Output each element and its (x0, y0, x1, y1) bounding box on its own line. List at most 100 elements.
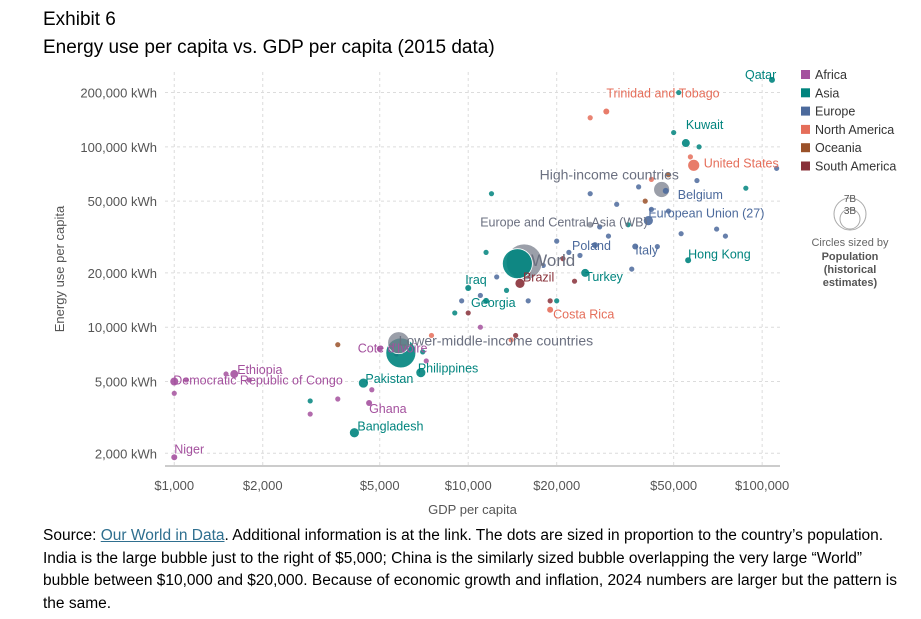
data-point (665, 172, 672, 178)
data-point (477, 324, 483, 330)
point-label: Ghana (369, 402, 407, 416)
size-key-caption: Circles sized by (811, 237, 889, 249)
x-tick-label: $20,000 (533, 478, 580, 493)
data-point (678, 231, 684, 237)
point-label: Democratic Republic of Congo (173, 373, 343, 387)
point-label: Trinidad and Tobago (606, 87, 719, 101)
data-point (587, 221, 594, 228)
point-label: High-income countries (540, 167, 679, 183)
data-point (230, 370, 239, 379)
size-key-caption-bold: (historical (824, 264, 877, 276)
point-label: Niger (174, 442, 204, 456)
data-point (554, 298, 560, 304)
data-point (415, 367, 427, 379)
data-point (387, 331, 411, 355)
data-point (632, 243, 639, 250)
data-point (183, 377, 190, 383)
data-point (642, 215, 654, 226)
legend-label: Africa (815, 68, 847, 82)
data-point (547, 298, 553, 304)
data-point (514, 277, 526, 289)
data-point (685, 257, 692, 264)
legend-swatch (801, 70, 810, 79)
point-label: Pakistan (365, 372, 413, 386)
point-label: Costa Rica (553, 308, 614, 322)
y-tick-label: 50,000 kWh (88, 194, 157, 209)
data-point (681, 139, 690, 148)
point-label: Hong Kong (688, 247, 751, 261)
data-point (477, 292, 483, 299)
size-key-small-circle (839, 208, 861, 230)
legend-label: North America (815, 123, 894, 137)
legend-label: Asia (815, 86, 839, 100)
data-point (560, 256, 566, 262)
legend-swatch (801, 124, 810, 134)
data-point (525, 298, 531, 304)
point-label: Bangladesh (357, 420, 423, 434)
data-point (307, 398, 313, 404)
point-label: Turkey (585, 270, 623, 284)
x-tick-label: $5,000 (360, 478, 400, 493)
y-tick-label: 10,000 kWh (88, 320, 157, 335)
data-point (513, 332, 519, 339)
size-key-small-label: 3B (844, 206, 857, 217)
data-point (605, 233, 612, 239)
data-point (662, 187, 669, 194)
point-label: World (531, 251, 575, 270)
point-label: Lower-middle-income countries (399, 333, 594, 349)
data-point (465, 284, 472, 291)
data-point (369, 387, 375, 393)
data-point (335, 396, 341, 402)
source-prefix: Source: (43, 527, 101, 544)
data-point (423, 358, 429, 364)
y-axis-title: Energy use per capita (52, 205, 67, 332)
x-tick-label: $2,000 (243, 478, 283, 493)
point-label: Cote d'Ivoire (358, 342, 428, 356)
point-label: Brazil (523, 270, 554, 284)
point-label: Europe and Central Asia (WB) (480, 216, 647, 230)
data-point (554, 238, 560, 244)
data-point (614, 201, 620, 207)
size-key-caption-bold: Population (822, 251, 879, 263)
data-point (366, 399, 373, 406)
data-point (170, 377, 179, 386)
data-point (694, 177, 700, 184)
data-point (459, 298, 465, 304)
legend-swatch (801, 161, 810, 171)
y-tick-label: 100,000 kWh (80, 140, 157, 155)
x-tick-label: $50,000 (650, 478, 697, 493)
data-point (307, 411, 313, 417)
data-point (246, 377, 252, 383)
y-tick-label: 200,000 kWh (80, 86, 157, 101)
data-point (358, 377, 369, 389)
data-point (488, 191, 495, 197)
chart-title: Energy use per capita vs. GDP per capita… (43, 37, 495, 58)
data-point (687, 158, 701, 172)
data-point (625, 222, 631, 228)
point-label: Poland (572, 239, 611, 253)
x-tick-label: $100,000 (735, 478, 789, 493)
data-point (581, 268, 590, 277)
data-point (483, 249, 489, 255)
data-point (696, 144, 702, 150)
source-link[interactable]: Our World in Data (100, 527, 225, 544)
data-point (671, 129, 677, 136)
legend-label: Europe (815, 105, 855, 119)
data-point (587, 191, 593, 197)
data-point (376, 345, 383, 352)
data-point (171, 454, 178, 461)
data-point (687, 154, 693, 160)
source-rest: . Additional information is at the link.… (43, 527, 897, 612)
data-point (603, 108, 610, 115)
size-key-large-circle (833, 197, 867, 231)
data-point (648, 206, 655, 212)
data-point (483, 297, 490, 304)
data-point (629, 266, 635, 272)
data-point (592, 242, 599, 249)
y-tick-label: 20,000 kWh (88, 266, 157, 281)
size-key-big-label: 7B (844, 194, 857, 205)
data-point (465, 310, 471, 316)
legend-swatch (801, 106, 810, 116)
data-point (452, 310, 458, 316)
data-point (494, 274, 500, 280)
